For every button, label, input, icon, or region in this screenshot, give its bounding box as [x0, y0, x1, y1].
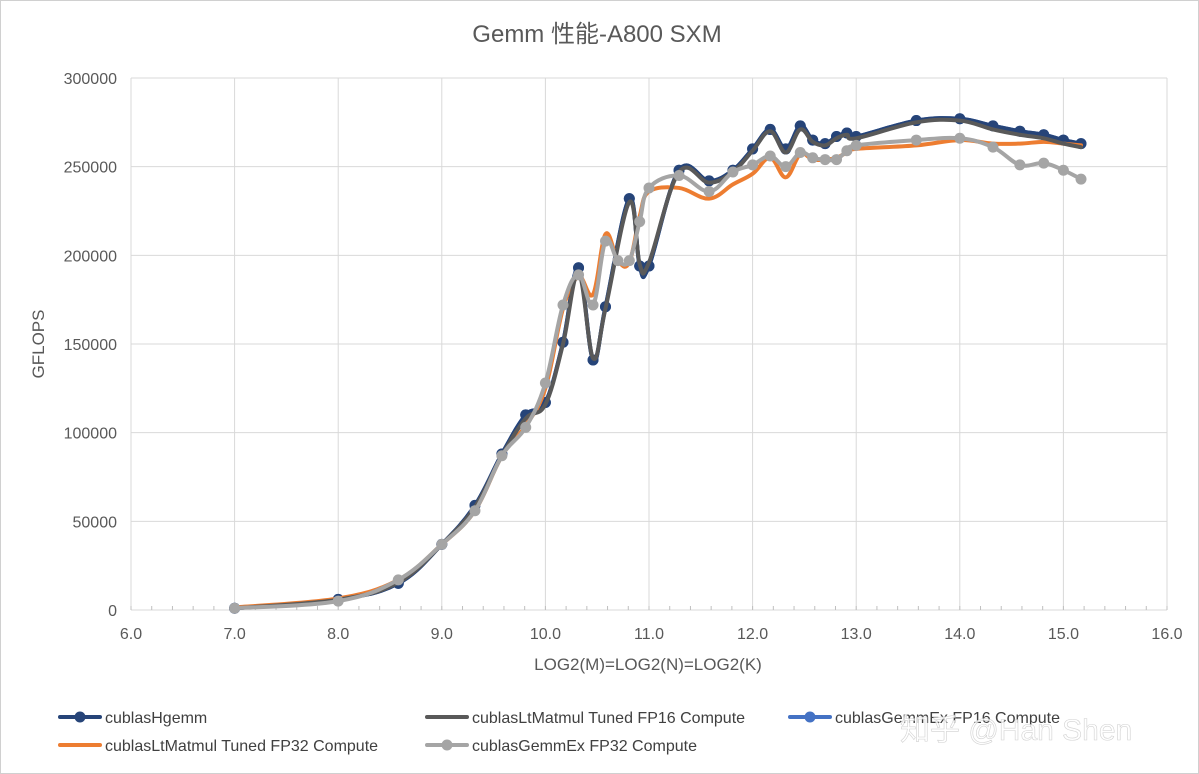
x-tick-label: 8.0	[327, 626, 349, 643]
legend-item: cublasGemmEx FP32 Compute	[425, 738, 697, 755]
data-point	[573, 269, 585, 281]
data-point	[747, 159, 759, 171]
data-point	[850, 139, 862, 151]
data-point	[831, 154, 843, 166]
chart-title: Gemm 性能-A800 SXM	[472, 21, 721, 48]
data-point	[819, 154, 831, 166]
data-point	[520, 421, 532, 433]
data-point	[841, 145, 853, 157]
series-cublasgemmex-fp32-compute	[229, 132, 1087, 614]
series-line	[232, 135, 1084, 611]
legend-swatch-marker	[441, 739, 453, 751]
x-tick-label: 6.0	[120, 626, 142, 643]
y-tick-label: 300000	[64, 71, 117, 88]
y-tick-label: 150000	[64, 337, 117, 354]
legend-swatch-marker	[74, 711, 86, 723]
y-tick-label: 100000	[64, 426, 117, 443]
x-tick-label: 13.0	[841, 626, 872, 643]
data-point	[1057, 164, 1069, 176]
data-point	[392, 574, 404, 586]
data-point	[673, 170, 685, 182]
x-tick-label: 14.0	[944, 626, 975, 643]
data-point	[587, 299, 599, 311]
x-axis-label: LOG2(M)=LOG2(N)=LOG2(K)	[534, 655, 762, 674]
series-cublasltmatmul-tuned-fp16-compute	[232, 117, 1084, 611]
data-point	[1014, 159, 1026, 171]
y-tick-label: 200000	[64, 248, 117, 265]
legend-item: cublasHgemm	[58, 710, 207, 727]
legend-label: cublasGemmEx FP32 Compute	[472, 738, 697, 755]
data-point	[794, 146, 806, 158]
data-point	[910, 134, 922, 146]
legend-item: cublasLtMatmul Tuned FP32 Compute	[58, 738, 378, 755]
data-point	[764, 150, 776, 162]
x-tick-label: 15.0	[1048, 626, 1079, 643]
data-point	[469, 505, 481, 517]
legend-label: cublasLtMatmul Tuned FP32 Compute	[105, 738, 378, 755]
data-point	[634, 216, 646, 228]
legend-swatch-marker	[804, 711, 816, 723]
data-point	[496, 450, 508, 462]
y-tick-labels: 0 50000 100000 150000 200000 250000 300000	[64, 71, 117, 620]
series-line	[232, 138, 1084, 610]
data-point	[727, 166, 739, 178]
series-cublasltmatmul-tuned-fp32-compute	[232, 138, 1084, 610]
data-point	[780, 161, 792, 173]
data-point	[436, 538, 448, 550]
x-tick-label: 9.0	[431, 626, 453, 643]
legend-label: cublasLtMatmul Tuned FP16 Compute	[472, 710, 745, 727]
x-tick-label: 16.0	[1151, 626, 1182, 643]
series-line	[232, 116, 1084, 611]
data-point	[954, 132, 966, 144]
x-tick-label: 7.0	[223, 626, 245, 643]
data-point	[643, 182, 655, 194]
series-line	[232, 117, 1084, 611]
y-tick-label: 0	[108, 603, 117, 620]
legend-item: cublasLtMatmul Tuned FP16 Compute	[425, 710, 745, 727]
legend-label: cublasGemmEx FP16 Compute	[835, 710, 1060, 727]
x-tick-label: 10.0	[530, 626, 561, 643]
series-layer	[229, 113, 1087, 614]
data-point	[1075, 173, 1087, 185]
data-point	[1038, 157, 1050, 169]
data-point	[557, 299, 569, 311]
data-point	[987, 141, 999, 153]
data-point	[612, 255, 624, 267]
data-point	[229, 602, 241, 614]
legend: cublasHgemm cublasLtMatmul Tuned FP16 Com…	[58, 710, 1060, 755]
data-point	[599, 235, 611, 247]
data-point	[807, 152, 819, 164]
y-tick-label: 50000	[73, 514, 118, 531]
series-line	[232, 116, 1084, 611]
x-tick-label: 12.0	[737, 626, 768, 643]
y-axis-label: GFLOPS	[29, 310, 48, 379]
watermark: 知乎 @Han Shen	[900, 714, 1132, 747]
data-point	[703, 185, 715, 197]
data-point	[332, 595, 344, 607]
x-tick-label: 11.0	[634, 626, 664, 643]
data-point	[623, 255, 635, 267]
x-tick-labels: 6.0 7.0 8.0 9.0 10.0 11.0 12.0 13.0 14.0 15.0 16.0	[120, 626, 1183, 643]
data-point	[539, 377, 551, 389]
y-tick-label: 250000	[64, 160, 117, 177]
legend-label: cublasHgemm	[105, 710, 207, 727]
legend-item: cublasGemmEx FP16 Compute	[788, 710, 1060, 727]
